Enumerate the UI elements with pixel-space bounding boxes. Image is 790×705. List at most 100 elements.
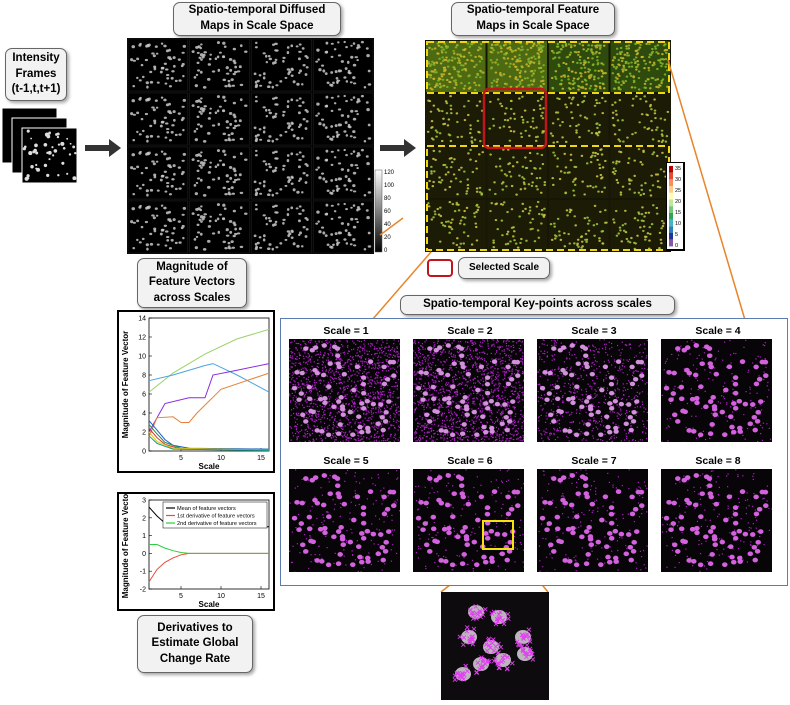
feature-maps-line1: Spatio-temporal Feature: [466, 4, 600, 17]
y-tick-label: 6: [142, 392, 146, 399]
x-tick-label: 10: [217, 593, 225, 600]
keypoint-map: [413, 469, 524, 572]
scale-label: Scale = 2: [447, 325, 493, 337]
series-line: [148, 328, 270, 393]
y-axis-label: Magnitude of Feature Vector: [121, 331, 130, 439]
series-line: [148, 363, 270, 393]
gray-colorbar-tick: 100: [384, 183, 395, 189]
y-tick-label: 2: [142, 515, 146, 522]
color-colorbar-tick: 20: [675, 199, 681, 205]
gray-colorbar: 120 100 80 60 40 20 0: [374, 169, 395, 254]
gray-colorbar-tick: 0: [384, 248, 388, 254]
feature-maps-line2: Maps in Scale Space: [476, 20, 590, 32]
legend-entry: Mean of feature vectors: [177, 506, 236, 512]
derivatives-line2: Estimate Global: [151, 637, 239, 650]
magnitude-line3: across Scales: [153, 291, 231, 304]
y-tick-label: 3: [142, 498, 146, 505]
derivative-plot-svg: -2 -1 0 1 2 3 5 10 15 Scale Magnitude of Feature V…: [121, 491, 270, 609]
y-tick-label: 14: [138, 316, 146, 323]
magnitude-line2: Feature Vectors: [148, 276, 236, 289]
keypoint-map: [289, 469, 400, 572]
legend-entry: 2nd derivative of feature vectors: [177, 521, 257, 527]
x-tick-label: 5: [179, 593, 183, 600]
scale-label: Scale = 4: [695, 325, 741, 337]
color-colorbar-tick: 5: [675, 232, 678, 238]
keypoints-title-box: Spatio-temporal Key-points across scales: [400, 295, 675, 315]
intensity-frames-sub: (t-1,t,t+1): [11, 83, 61, 96]
intensity-frame-stack: [1, 108, 78, 184]
gray-colorbar-tick: 20: [384, 235, 391, 241]
magnitude-plot-svg: 0 2 4 6 8 10 12 14 5 10 15 Scale Magnitude of Featur…: [121, 316, 270, 471]
series-line: [148, 435, 270, 451]
y-tick-label: 2: [142, 430, 146, 437]
x-tick-label: 10: [217, 455, 225, 462]
x-tick-label: 15: [257, 455, 265, 462]
selected-scale-label: Selected Scale: [458, 257, 550, 279]
diffused-maps-line2: Maps in Scale Space: [200, 20, 314, 32]
gray-colorbar-tick: 40: [384, 222, 391, 228]
gray-colorbar-tick: 120: [384, 170, 395, 176]
color-colorbar-tick: 15: [675, 210, 681, 216]
color-colorbar-tick: 35: [675, 166, 681, 172]
diffused-maps-label: Spatio-temporal Diffused Maps in Scale S…: [173, 2, 341, 36]
arrow-right-1: [85, 139, 121, 157]
derivatives-line3: Change Rate: [159, 652, 231, 665]
selected-scale-swatch: [427, 259, 453, 277]
diffused-maps-grid: [127, 38, 374, 254]
series-line: [149, 544, 269, 554]
scale-label: Scale = 8: [695, 455, 741, 467]
x-axis-label: Scale: [199, 600, 220, 609]
color-colorbar-tick: 25: [675, 188, 681, 194]
intensity-frames-label: Intensity Frames (t-1,t,t+1): [5, 48, 67, 101]
y-tick-label: 1: [142, 533, 146, 540]
scale-label: Scale = 5: [323, 455, 369, 467]
series-line: [148, 363, 270, 433]
color-colorbar-tick: 0: [675, 243, 678, 249]
keypoint-map: [537, 339, 648, 442]
magnitude-line1: Magnitude of: [156, 260, 228, 273]
y-tick-label: 10: [138, 354, 146, 361]
x-tick-label: 5: [179, 455, 183, 462]
y-tick-label: 8: [142, 373, 146, 380]
keypoint-map: [661, 339, 772, 442]
arrow-right-2: [380, 139, 416, 157]
keypoint-map: [413, 339, 524, 442]
intensity-frames-title: Intensity Frames: [12, 52, 60, 80]
keypoints-title: Spatio-temporal Key-points across scales: [423, 298, 652, 311]
series-line: [148, 372, 270, 437]
keypoint-map: [661, 469, 772, 572]
selected-scale-text: Selected Scale: [468, 262, 540, 274]
y-tick-label: -2: [140, 587, 146, 594]
diffused-maps-line1: Spatio-temporal Diffused: [188, 4, 326, 17]
legend-entry: 1st derivative of feature vectors: [177, 514, 255, 520]
keypoint-map: [537, 469, 648, 572]
y-axis-label: Magnitude of Feature Vector: [121, 494, 130, 598]
color-colorbar-tick: 30: [675, 177, 681, 183]
scale-label: Scale = 7: [571, 455, 617, 467]
gray-colorbar-tick: 60: [384, 209, 391, 215]
y-tick-label: -1: [140, 569, 146, 576]
y-tick-label: 0: [142, 551, 146, 558]
feature-maps-grid: [425, 40, 671, 252]
color-colorbar: 35 30 25 20 15 10 5 0: [666, 162, 685, 251]
series-line: [148, 431, 270, 451]
y-tick-label: 0: [142, 449, 146, 456]
scale-label: Scale = 6: [447, 455, 493, 467]
x-tick-label: 15: [257, 593, 265, 600]
color-colorbar-tick: 10: [675, 221, 681, 227]
y-tick-label: 4: [142, 411, 146, 418]
magnitude-label: Magnitude of Feature Vectors across Scal…: [137, 258, 247, 308]
magnitude-plot: 0 2 4 6 8 10 12 14 5 10 15 Scale Magnitude of Featur…: [117, 310, 275, 473]
x-axis-label: Scale: [199, 462, 220, 471]
y-tick-label: 12: [138, 335, 146, 342]
feature-maps-label: Spatio-temporal Feature Maps in Scale Sp…: [451, 2, 615, 36]
gray-colorbar-tick: 80: [384, 196, 391, 202]
scale-label: Scale = 3: [571, 325, 617, 337]
scale-label: Scale = 1: [323, 325, 369, 337]
derivatives-label: Derivatives to Estimate Global Change Ra…: [137, 615, 253, 673]
keypoints-panel: Scale = 1 Scale = 2 Scale = 3 Scale = 4 Scal…: [280, 318, 788, 586]
derivative-plot: -2 -1 0 1 2 3 5 10 15 Scale Magnitude of Feature V…: [117, 491, 275, 611]
keypoint-map: [289, 339, 400, 442]
zoom-inset: [441, 592, 549, 700]
derivatives-line1: Derivatives to: [157, 621, 233, 634]
